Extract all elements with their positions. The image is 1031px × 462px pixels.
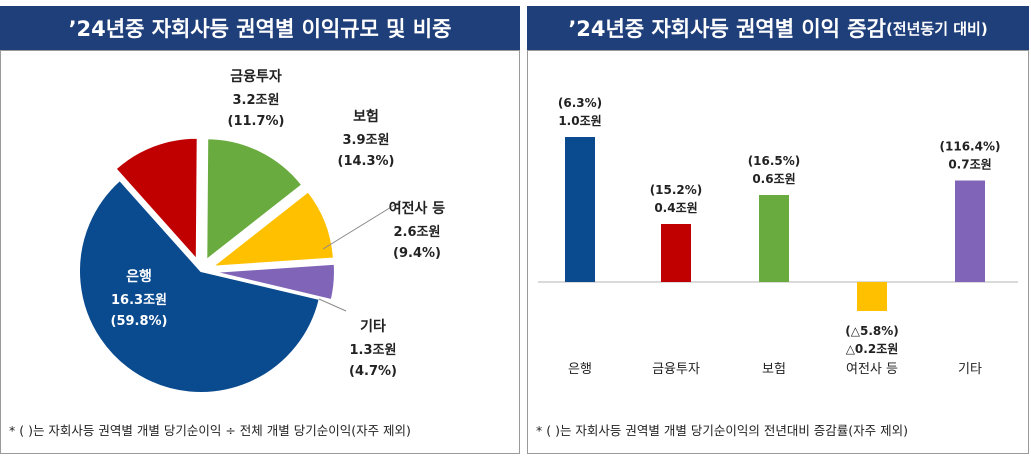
- pie-label-pct-securities: (11.7%): [228, 114, 285, 129]
- pie-label-value-securities: 3.2조원: [233, 93, 280, 108]
- bar-pct-label-securities: (15.2%): [650, 183, 703, 197]
- pie-label-value-bank: 16.3조원: [111, 293, 167, 308]
- bar-insurance: [759, 195, 789, 282]
- leader-line-etc: [318, 298, 347, 312]
- bar-pct-label-etc: (116.4%): [940, 140, 1001, 154]
- bar-value-label-bank: 1.0조원: [558, 114, 601, 128]
- pie-footnote: * ( )는 자회사등 권역별 개별 당기순이익 ÷ 전체 개별 당기순이익(자…: [9, 423, 411, 438]
- pie-label-value-insurance: 3.9조원: [343, 133, 390, 148]
- pie-frame: 은행 16.3조원 (59.8%) 금융투자 3.2조원 (11.7%) 보험 3.9조원 (1…: [0, 50, 520, 454]
- pie-label-name-card: 여전사 등: [389, 200, 446, 217]
- bar-pct-label-card: (△5.8%): [845, 324, 898, 338]
- pie-label-value-card: 2.6조원: [394, 225, 441, 240]
- bar-title: ’24년중 자회사등 권역별 이익 증감 (전년동기 대비): [527, 6, 1029, 50]
- pie-chart: 은행 16.3조원 (59.8%) 금융투자 3.2조원 (11.7%) 보험 3.9조원 (1…: [78, 69, 446, 394]
- pie-label-pct-bank: (59.8%): [111, 314, 168, 329]
- bar-category-securities: 금융투자: [652, 362, 700, 377]
- pie-slice-bank: [78, 178, 321, 394]
- bar-panel: ’24년중 자회사등 권역별 이익 증감 (전년동기 대비) (6.3%) 1.0조…: [527, 0, 1029, 462]
- pie-slice-securities: [114, 136, 199, 263]
- bar-value-label-card: △0.2조원: [846, 342, 899, 356]
- leader-line-card: [322, 200, 402, 250]
- bar-etc: [955, 180, 985, 282]
- pie-slice-etc: [212, 262, 336, 302]
- pie-label-pct-insurance: (14.3%): [338, 154, 395, 169]
- bar-category-bank: 은행: [568, 361, 592, 377]
- bar-value-label-securities: 0.4조원: [654, 201, 697, 215]
- pie-label-name-insurance: 보험: [353, 108, 379, 125]
- bar-bank: [565, 137, 595, 282]
- pie-title: ’24년중 자회사등 권역별 이익규모 및 비중: [0, 6, 520, 50]
- bar-value-label-insurance: 0.6조원: [752, 172, 795, 186]
- bar-category-card: 여전사 등: [846, 362, 898, 377]
- bar-card: [857, 282, 887, 311]
- pie-label-value-etc: 1.3조원: [350, 343, 397, 358]
- pie-label-name-bank: 은행: [126, 269, 152, 285]
- bar-securities: [661, 224, 691, 282]
- bar-category-etc: 기타: [958, 362, 982, 377]
- pie-label-pct-etc: (4.7%): [349, 364, 397, 379]
- bar-pct-label-insurance: (16.5%): [748, 154, 801, 168]
- bar-pct-label-bank: (6.3%): [558, 96, 602, 110]
- bar-footnote: * ( )는 자회사등 권역별 개별 당기순이익의 전년대비 증감률(자주 제외…: [536, 423, 909, 438]
- bar-title-sub: (전년동기 대비): [885, 19, 988, 38]
- bar-title-main: ’24년중 자회사등 권역별 이익 증감: [568, 17, 886, 41]
- pie-slice-card: [209, 189, 335, 268]
- pie-slice-insurance: [205, 137, 304, 263]
- bar-category-insurance: 보험: [762, 362, 786, 377]
- pie-label-pct-card: (9.4%): [393, 246, 441, 261]
- bar-value-label-etc: 0.7조원: [948, 158, 991, 172]
- pie-label-name-securities: 금융투자: [230, 69, 282, 85]
- pie-panel: ’24년중 자회사등 권역별 이익규모 및 비중 은행 16.3조원 (59.8%)…: [0, 6, 520, 454]
- pie-label-name-etc: 기타: [360, 319, 386, 335]
